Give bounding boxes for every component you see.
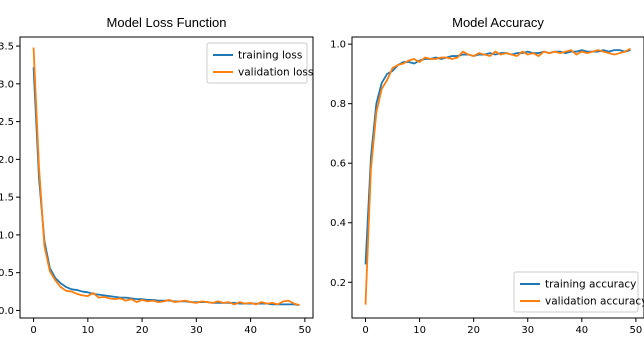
accuracy-axes-frame bbox=[351, 36, 644, 319]
loss-x-tick-label: 20 bbox=[136, 325, 149, 336]
accuracy-chart-title: Model Accuracy bbox=[452, 15, 544, 30]
loss-y-tick-label: 0.5 bbox=[0, 268, 14, 279]
accuracy-x-tick-label: 50 bbox=[630, 325, 643, 336]
loss-y-tick-label: 3.5 bbox=[0, 42, 14, 53]
accuracy-legend: training accuracy validation accuracy bbox=[513, 271, 644, 313]
accuracy-legend-label: training accuracy bbox=[545, 279, 636, 291]
loss-y-tick-label: 3.0 bbox=[0, 79, 14, 90]
accuracy-series-line-validation bbox=[364, 47, 631, 305]
loss-chart-title: Model Loss Function bbox=[107, 15, 227, 30]
loss-legend-label: validation loss bbox=[238, 67, 313, 79]
accuracy-y-tick-label: 0.4 bbox=[330, 218, 346, 229]
accuracy-x-tick-label: 0 bbox=[362, 325, 368, 336]
loss-series-line-validation bbox=[32, 47, 300, 307]
loss-x-tick-label: 10 bbox=[81, 325, 94, 336]
loss-y-tick-label: 0.0 bbox=[0, 306, 14, 317]
loss-y-tick-label: 1.0 bbox=[0, 230, 14, 241]
loss-series-line-training bbox=[32, 67, 300, 307]
loss-y-tick-label: 1.5 bbox=[0, 193, 14, 204]
accuracy-series-line-training bbox=[364, 49, 631, 265]
loss-y-tick-label: 2.5 bbox=[0, 117, 14, 128]
accuracy-y-tick-label: 1.0 bbox=[330, 40, 346, 51]
accuracy-x-tick-label: 20 bbox=[467, 325, 480, 336]
loss-legend-label: training loss bbox=[238, 50, 302, 62]
accuracy-y-tick-label: 0.8 bbox=[330, 99, 346, 110]
loss-x-tick-label: 0 bbox=[30, 325, 36, 336]
accuracy-chart: Model Accuracy 0 10 20 30 40 50 0.2 0.4 0.6 0.8 1.… bbox=[330, 15, 644, 336]
accuracy-x-tick-label: 30 bbox=[521, 325, 534, 336]
accuracy-y-tick-label: 0.6 bbox=[330, 159, 346, 170]
accuracy-y-tick-label: 0.2 bbox=[330, 278, 346, 289]
loss-legend: training loss validation loss bbox=[206, 42, 313, 84]
accuracy-legend-label: validation accuracy bbox=[545, 296, 644, 308]
loss-axes-frame bbox=[19, 36, 314, 319]
accuracy-x-tick-label: 10 bbox=[413, 325, 426, 336]
loss-x-tick-label: 40 bbox=[244, 325, 257, 336]
loss-x-tick-label: 50 bbox=[298, 325, 311, 336]
loss-x-tick-label: 30 bbox=[190, 325, 203, 336]
accuracy-x-tick-label: 40 bbox=[575, 325, 588, 336]
loss-y-tick-label: 2.0 bbox=[0, 155, 14, 166]
loss-chart: Model Loss Function 0 10 20 30 40 50 0.0 0.5 1.0… bbox=[0, 15, 314, 336]
